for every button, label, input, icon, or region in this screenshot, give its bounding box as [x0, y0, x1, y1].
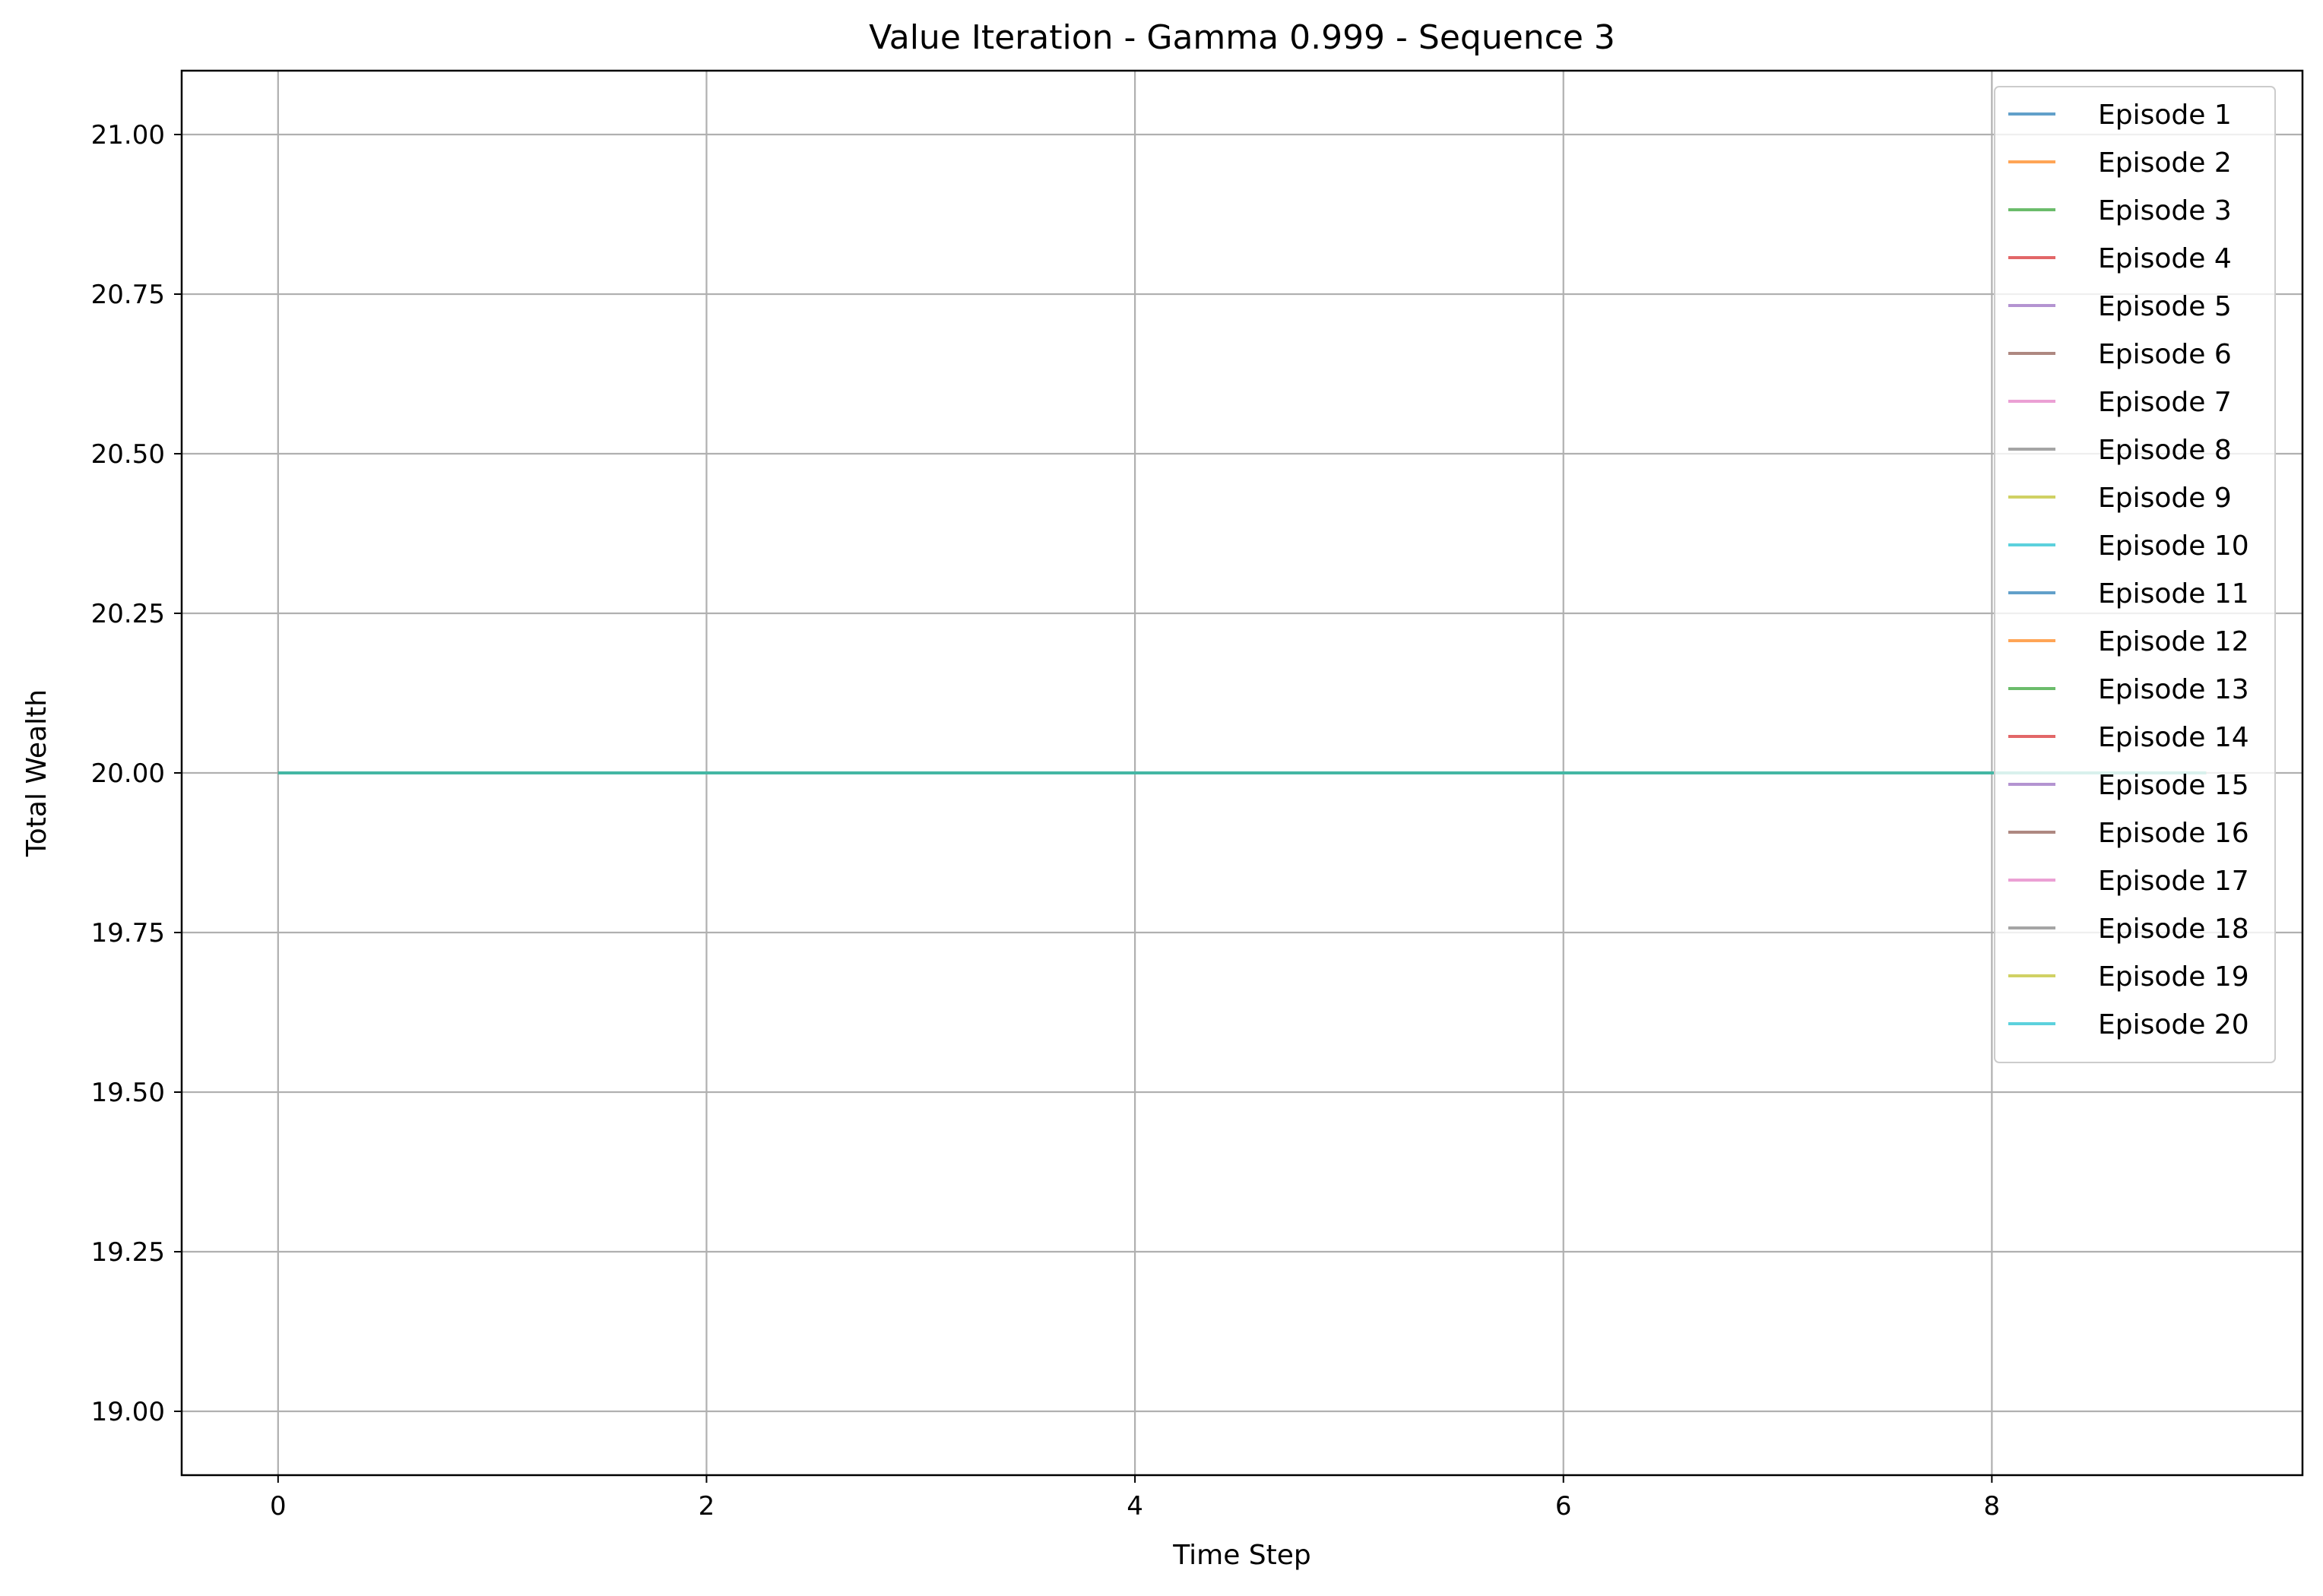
- x-tick-label: 0: [270, 1491, 287, 1522]
- legend-item: Episode 18: [2008, 914, 2249, 945]
- legend-item: Episode 9: [2008, 483, 2232, 514]
- legend-item: Episode 11: [2008, 578, 2249, 610]
- legend-item: Episode 5: [2008, 291, 2232, 322]
- legend-item: Episode 3: [2008, 195, 2232, 226]
- legend-label: Episode 14: [2098, 722, 2249, 753]
- legend-item: Episode 7: [2008, 387, 2232, 418]
- legend-label: Episode 20: [2098, 1009, 2249, 1040]
- legend-label: Episode 18: [2098, 914, 2249, 945]
- legend-item: Episode 2: [2008, 147, 2232, 179]
- legend-label: Episode 17: [2098, 866, 2249, 897]
- legend-label: Episode 16: [2098, 818, 2249, 849]
- y-tick-label: 19.50: [91, 1078, 165, 1108]
- legend-item: Episode 19: [2008, 961, 2249, 993]
- legend-item: Episode 4: [2008, 243, 2232, 274]
- legend-label: Episode 7: [2098, 387, 2232, 418]
- legend-label: Episode 3: [2098, 195, 2232, 226]
- legend-label: Episode 15: [2098, 770, 2249, 801]
- legend-item: Episode 8: [2008, 435, 2232, 466]
- legend-label: Episode 12: [2098, 626, 2249, 657]
- legend-item: Episode 14: [2008, 722, 2249, 753]
- legend-label: Episode 8: [2098, 435, 2232, 466]
- y-tick-label: 20.50: [91, 439, 165, 470]
- y-tick-label: 19.00: [91, 1397, 165, 1427]
- x-tick-label: 6: [1555, 1491, 1572, 1522]
- y-tick-label: 20.75: [91, 280, 165, 310]
- legend-label: Episode 13: [2098, 674, 2249, 705]
- x-tick-label: 2: [699, 1491, 715, 1522]
- y-axis-ticks: 19.00 19.25 19.50 19.75 20.00 20.25 20.50 20.75…: [91, 120, 182, 1427]
- legend-label: Episode 6: [2098, 339, 2232, 370]
- x-axis-ticks: 0 2 4 6 8: [270, 1475, 2000, 1522]
- x-axis-label: Time Step: [1172, 1540, 1311, 1571]
- y-tick-label: 20.25: [91, 599, 165, 629]
- legend-item: Episode 15: [2008, 770, 2249, 801]
- legend-item: Episode 20: [2008, 1009, 2249, 1040]
- legend-label: Episode 1: [2098, 100, 2232, 131]
- legend-label: Episode 11: [2098, 578, 2249, 610]
- legend-item: Episode 10: [2008, 530, 2249, 562]
- legend-item: Episode 1: [2008, 100, 2232, 131]
- legend-item: Episode 17: [2008, 866, 2249, 897]
- legend-item: Episode 13: [2008, 674, 2249, 705]
- y-tick-label: 19.25: [91, 1237, 165, 1268]
- legend-label: Episode 19: [2098, 961, 2249, 993]
- legend-box: [1994, 86, 2276, 1063]
- legend-label: Episode 10: [2098, 530, 2249, 562]
- legend-label: Episode 2: [2098, 147, 2232, 179]
- x-tick-label: 4: [1127, 1491, 1143, 1522]
- y-tick-label: 19.75: [91, 918, 165, 948]
- legend-item: Episode 16: [2008, 818, 2249, 849]
- legend-item: Episode 6: [2008, 339, 2232, 370]
- x-tick-label: 8: [1984, 1491, 2001, 1522]
- legend-item: Episode 12: [2008, 626, 2249, 657]
- y-axis-label: Total Wealth: [21, 689, 52, 857]
- legend-label: Episode 5: [2098, 291, 2232, 322]
- legend-label: Episode 4: [2098, 243, 2232, 274]
- y-tick-label: 21.00: [91, 120, 165, 150]
- legend: Episode 1 Episode 2 Episode 3 Episode 4 Epis…: [1994, 86, 2276, 1063]
- legend-label: Episode 9: [2098, 483, 2232, 514]
- chart-title: Value Iteration - Gamma 0.999 - Sequence…: [869, 18, 1615, 57]
- y-tick-label: 20.00: [91, 758, 165, 789]
